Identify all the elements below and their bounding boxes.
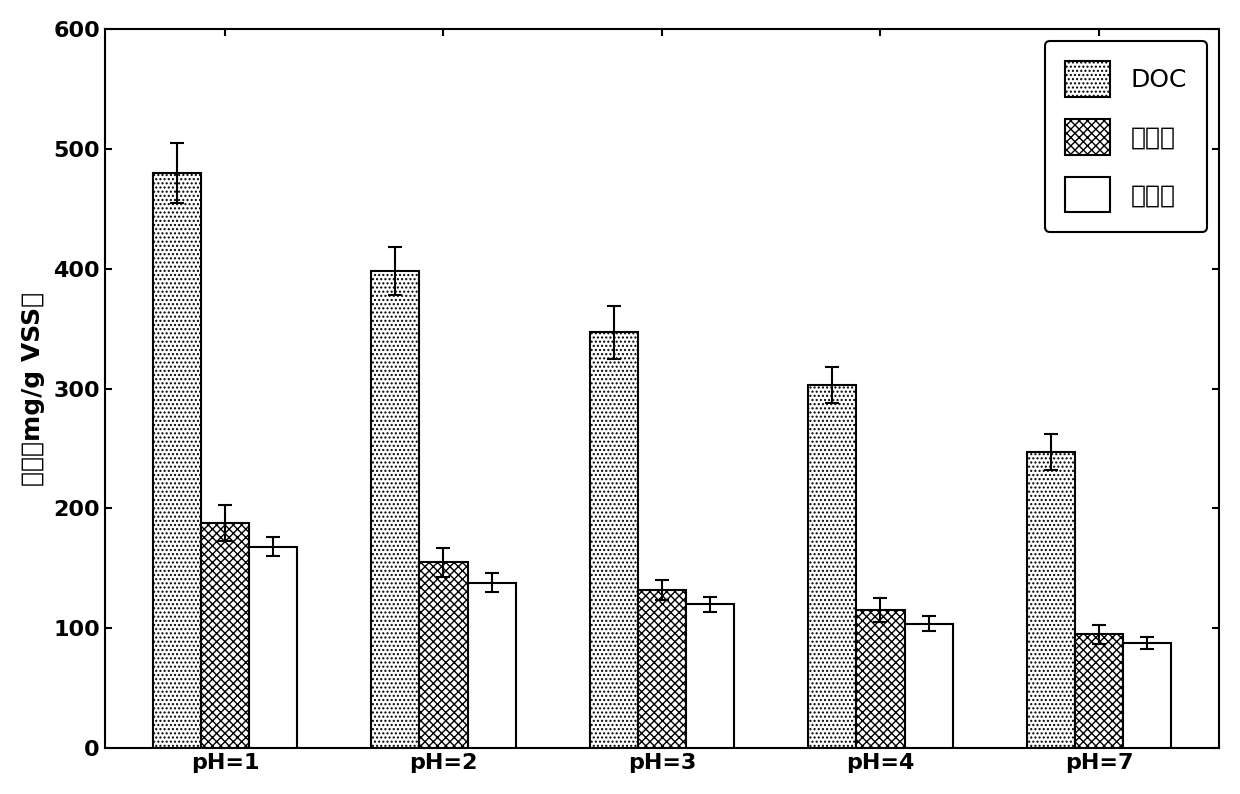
Bar [857, 611, 904, 748]
Bar [153, 173, 201, 748]
Bar [249, 547, 298, 748]
Bar [467, 583, 516, 748]
Bar [1027, 452, 1075, 748]
Bar [371, 271, 419, 748]
Bar [904, 623, 952, 748]
Bar [637, 590, 686, 748]
Bar [590, 332, 637, 748]
Bar [1123, 643, 1171, 748]
Y-axis label: 浓度（mg/g VSS）: 浓度（mg/g VSS） [21, 291, 45, 486]
Bar [419, 562, 467, 748]
Legend: DOC, 蛋白质, 腐殖酸: DOC, 蛋白质, 腐殖酸 [1045, 41, 1207, 233]
Bar [201, 523, 249, 748]
Bar [686, 604, 734, 748]
Bar [1075, 634, 1123, 748]
Bar [808, 385, 857, 748]
